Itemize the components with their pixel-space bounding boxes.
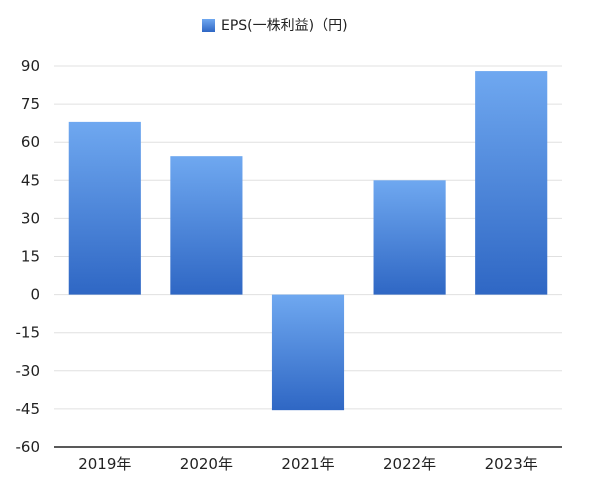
bars bbox=[68, 71, 548, 411]
x-tick-label: 2022年 bbox=[383, 455, 436, 473]
x-tick-label: 2023年 bbox=[485, 455, 538, 473]
bar bbox=[373, 180, 446, 295]
y-tick-label: -15 bbox=[16, 324, 41, 342]
y-tick-label: 0 bbox=[30, 286, 40, 304]
y-tick-label: 75 bbox=[21, 95, 40, 113]
y-tick-label: -45 bbox=[16, 400, 41, 418]
y-tick-label: 60 bbox=[21, 133, 40, 151]
legend-swatch bbox=[202, 19, 215, 32]
bar bbox=[68, 121, 141, 295]
x-tick-label: 2021年 bbox=[281, 455, 334, 473]
bar bbox=[271, 294, 345, 411]
x-axis-ticks: 2019年 2020年 2021年 2022年 2023年 bbox=[78, 455, 538, 473]
legend-label: EPS(一株利益)（円) bbox=[221, 18, 348, 34]
y-axis-ticks: 90 75 60 45 30 15 0 -15 -30 -45 -60 bbox=[16, 57, 41, 456]
y-tick-label: 30 bbox=[21, 209, 40, 227]
x-tick-label: 2019年 bbox=[78, 455, 131, 473]
y-tick-label: -30 bbox=[16, 362, 41, 380]
y-tick-label: 15 bbox=[21, 248, 40, 266]
y-tick-label: -60 bbox=[16, 438, 41, 456]
y-tick-label: 90 bbox=[21, 57, 40, 75]
y-tick-label: 45 bbox=[21, 171, 40, 189]
bar bbox=[170, 156, 243, 295]
legend: EPS(一株利益)（円) bbox=[202, 18, 348, 34]
x-tick-label: 2020年 bbox=[180, 455, 233, 473]
bar bbox=[475, 71, 548, 295]
